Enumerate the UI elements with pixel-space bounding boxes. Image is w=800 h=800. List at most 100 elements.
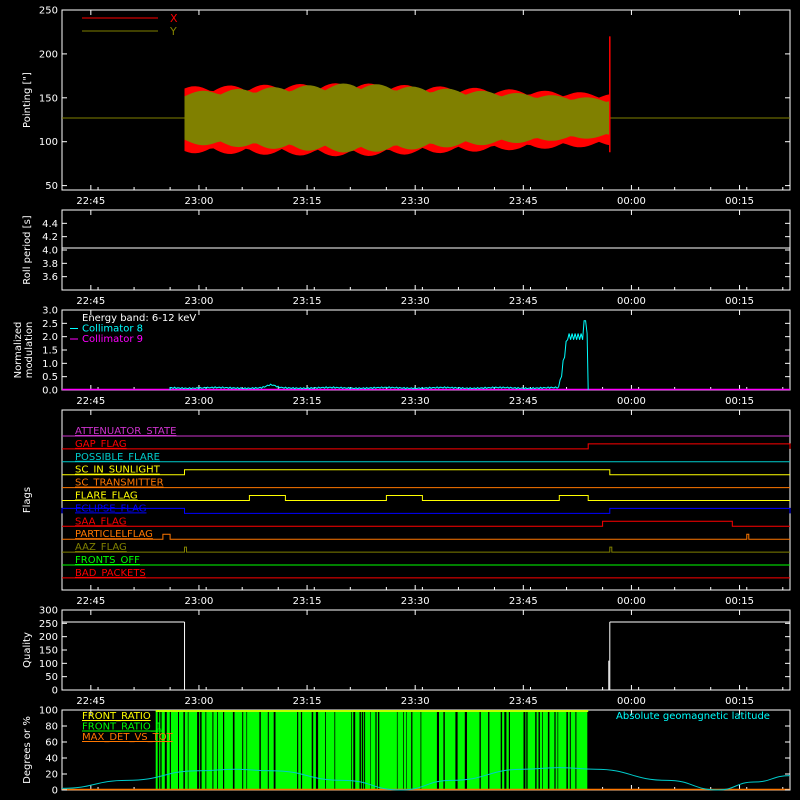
x-tick-label: 22:45 [76,296,105,307]
y-tick-label: 0 [52,786,58,797]
front-ratio-gap [455,712,458,790]
front-ratio-fill [155,710,589,790]
y-axis-label: Roll period [s] [22,215,33,284]
legend-label: FRONT_RATIO_1 [82,722,162,733]
front-ratio-gap [500,712,503,790]
x-tick-label: 00:15 [725,596,754,607]
flag-label: BAD_PACKETS [75,568,146,579]
flag-trace [62,469,790,476]
front-ratio-gap [242,712,244,790]
flag-trace [62,533,790,540]
x-tick-label: 23:30 [401,596,430,607]
y-tick-label: 20 [45,770,58,781]
x-tick-label: 00:15 [725,196,754,207]
y-tick-label: 150 [39,93,58,104]
y-axis-label-line: Quality [22,632,33,668]
flag-label: SC_TRANSMITTER [75,478,164,489]
front-ratio-gap [361,712,364,790]
x-tick-label: 23:00 [185,396,214,407]
y-axis-label: Degrees or % [22,716,33,784]
flag-label: SC_IN_SUNLIGHT [75,465,161,476]
x-tick-label: 23:30 [401,396,430,407]
y-tick-label: 100 [39,706,58,717]
front-ratio-gap [246,712,248,790]
y-axis-label-line: Pointing ["] [22,72,33,128]
front-ratio-gap [157,712,160,790]
front-ratio-gap [420,712,422,790]
x-tick-label: 00:15 [725,396,754,407]
flag-label: PARTICLELFLAG [75,529,153,540]
front-ratio-gap [542,712,543,790]
collimator-8-line [169,320,589,391]
front-ratio-gap [164,712,167,790]
panel-1: 22:45 23:00 23:15 23:30 23:45 00:00 00:15 Point… [22,6,791,207]
front-ratio-gap [160,712,162,790]
front-ratio-gap [178,712,179,790]
flag-label: ATTENUATOR_STATE [75,426,176,437]
front-ratio-gap [169,712,171,790]
legend-label: FRONT_RATIO [82,711,151,722]
x-tick-label: 00:00 [617,596,646,607]
front-ratio-gap [557,712,559,790]
flag-trace [62,495,790,501]
front-ratio-gap [370,712,371,790]
latitude-line [61,767,791,791]
y-pointing-band [184,83,610,153]
y-tick-label: 200 [39,632,58,643]
x-tick-label: 22:45 [76,196,105,207]
front-ratio-gap [325,712,326,790]
flag-label: FLARE_FLAG [75,491,138,502]
flag-label: ECLIPSE_FLAG [75,503,146,514]
x-tick-label: 23:15 [293,696,322,707]
y-tick-label: 3.6 [42,272,58,283]
front-ratio-gap [212,712,214,790]
x-tick-label: 23:45 [509,596,538,607]
y-tick-label: 0.0 [42,386,58,397]
front-ratio-gap [273,712,276,790]
y-axis-label-line: Roll period [s] [22,215,33,284]
y-tick-label: 4.0 [42,246,58,257]
latitude-legend-label: Absolute geomagnetic latitude [616,711,770,722]
x-tick-label: 23:30 [401,296,430,307]
panel-6: Degrees or % 0 20 40 60 80 100 FRONT_RATIOFRONT… [22,706,791,797]
y-tick-label: 40 [45,754,58,765]
y-tick-label: 100 [39,137,58,148]
front-ratio-gap [200,712,202,790]
x-tick-label: 00:15 [725,696,754,707]
x-tick-label: 23:00 [185,596,214,607]
y-axis-label: Quality [22,632,33,668]
front-ratio-gap [364,712,366,790]
y-axis-label: Normalizedmodulation [13,322,35,379]
legend-label: X [170,12,178,25]
panel-5: 22:45 23:00 23:15 23:30 23:45 00:00 00:15 Quali… [22,606,791,707]
front-ratio-gap [538,712,540,790]
y-tick-label: 0.5 [42,372,58,383]
flag-trace [62,520,790,527]
front-ratio-gap [569,712,571,790]
y-tick-label: 200 [39,49,58,60]
y-tick-label: 2.0 [42,332,58,343]
front-ratio-gap [554,712,556,790]
flag-trace [62,546,790,553]
front-ratio-gap [464,712,467,790]
panel-frame [61,9,791,191]
y-tick-label: 100 [39,659,58,670]
y-axis-label-line: Degrees or % [22,716,33,784]
front-ratio-gap [205,712,207,790]
front-ratio-gap [566,712,568,790]
x-tick-label: 22:45 [76,696,105,707]
y-tick-label: 250 [39,6,58,17]
front-ratio-gap [504,712,507,790]
x-tick-label: 23:00 [185,696,214,707]
panel-frame [61,209,791,291]
flag-trace [62,443,791,450]
front-ratio-gap [259,712,261,790]
flag-label: SAA_FLAG [75,516,126,527]
front-ratio-gap [315,712,319,790]
flag-label: GAP_FLAG [75,439,127,450]
x-tick-label: 23:15 [293,296,322,307]
x-tick-label: 23:30 [401,696,430,707]
front-ratio-gap [353,712,356,790]
y-axis-label: Pointing ["] [22,72,33,128]
flag-label: FRONTS_OFF [75,555,140,566]
